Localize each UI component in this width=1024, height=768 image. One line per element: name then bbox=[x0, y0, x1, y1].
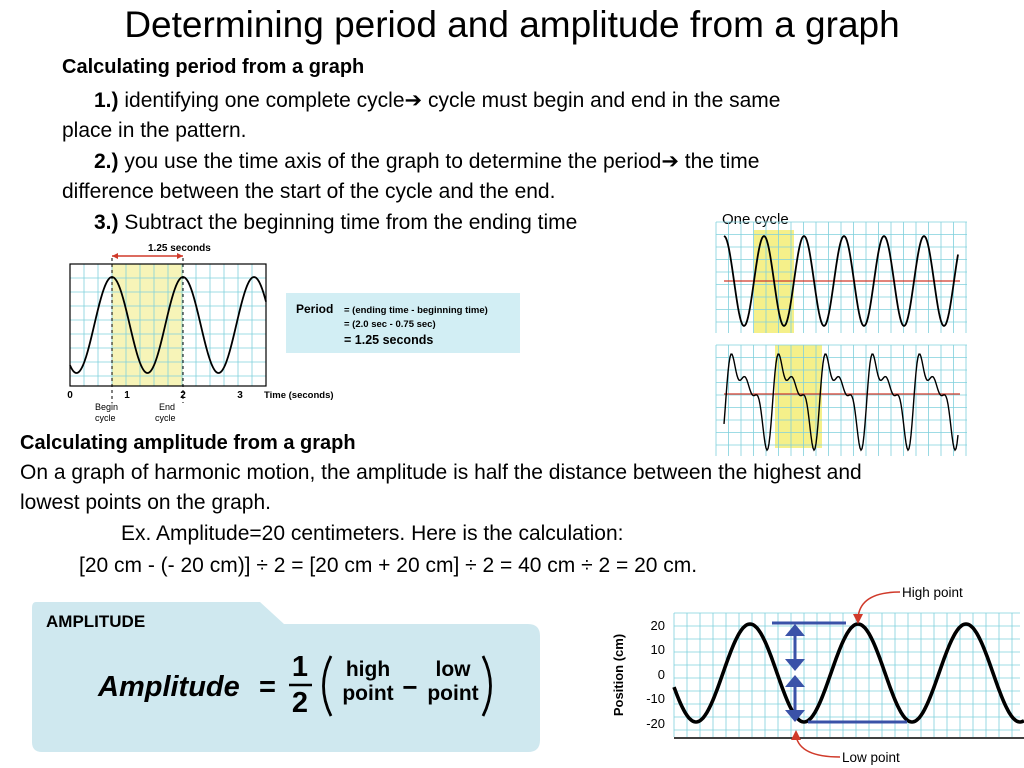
amplitude-card: AMPLITUDE Amplitude = 1 2 high point − l… bbox=[32, 602, 540, 752]
one-cycle-label: One cycle bbox=[722, 211, 789, 228]
lower-arrow-head-bottom bbox=[785, 710, 805, 722]
upper-arrow-head-top bbox=[785, 624, 805, 636]
amplitude-text-2: lowest points on the graph. bbox=[20, 491, 271, 514]
span-label: 1.25 seconds bbox=[148, 243, 211, 254]
fraction-denominator: 2 bbox=[292, 687, 308, 719]
position-ylabel: Position (cm) bbox=[611, 634, 626, 716]
step-2-number: 2.) bbox=[94, 150, 119, 173]
period-box-label: Period bbox=[296, 302, 334, 316]
step-1: 1.) identifying one complete cycle➔ cycl… bbox=[62, 86, 962, 146]
step-1-number: 1.) bbox=[94, 89, 119, 112]
cycle-highlight bbox=[112, 264, 183, 386]
ytick-20: 20 bbox=[651, 618, 665, 633]
tick-0: 0 bbox=[67, 390, 73, 401]
position-graph: High point Low point Position (cm) 20 10… bbox=[611, 585, 1024, 765]
ytick-minus10: -10 bbox=[646, 691, 665, 706]
step-1-line1: identifying one complete cycle➔ cycle mu… bbox=[118, 89, 781, 112]
step-2-line2: difference between the start of the cycl… bbox=[62, 180, 556, 203]
low-pointer-head bbox=[791, 730, 801, 740]
span-arrow-right-head bbox=[177, 253, 183, 259]
formula-equals: = bbox=[259, 671, 276, 703]
close-paren bbox=[481, 655, 492, 717]
low-point-label: Low point bbox=[842, 750, 900, 765]
amplitude-heading: Calculating amplitude from a graph bbox=[20, 432, 356, 454]
example-line: Ex. Amplitude=20 centimeters. Here is th… bbox=[121, 522, 624, 545]
upper-arrow-head-bottom bbox=[785, 659, 805, 671]
open-paren bbox=[322, 655, 333, 717]
card-shape bbox=[32, 602, 540, 752]
low-word: low bbox=[436, 658, 472, 681]
position-wave bbox=[672, 622, 1024, 724]
cycle-grids bbox=[715, 221, 967, 456]
complex-wave bbox=[723, 353, 959, 452]
step-1-line2: place in the pattern. bbox=[62, 119, 247, 142]
amplitude-text-1: On a graph of harmonic motion, the ampli… bbox=[20, 461, 862, 484]
period-heading: Calculating period from a graph bbox=[62, 56, 365, 78]
end-label-2: cycle bbox=[155, 413, 176, 423]
card-tab-label: AMPLITUDE bbox=[46, 612, 145, 631]
step-2: 2.) you use the time axis of the graph t… bbox=[62, 147, 962, 207]
period-box-line3: = 1.25 seconds bbox=[344, 333, 434, 347]
ytick-0: 0 bbox=[658, 667, 665, 682]
end-label-1: End bbox=[159, 402, 175, 412]
begin-label-1: Begin bbox=[95, 402, 118, 412]
ytick-10: 10 bbox=[651, 642, 665, 657]
period-frame bbox=[69, 263, 267, 387]
step-3: 3.) Subtract the beginning time from the… bbox=[62, 208, 762, 238]
formula-lhs: Amplitude bbox=[97, 671, 240, 703]
step-3-line1: Subtract the beginning time from the end… bbox=[118, 211, 578, 234]
high-point-label: High point bbox=[902, 585, 963, 600]
lower-arrow-head-top bbox=[785, 675, 805, 687]
step-2-line1: you use the time axis of the graph to de… bbox=[118, 150, 760, 173]
period-box-line1: = (ending time - beginning time) bbox=[344, 305, 488, 316]
step-3-number: 3.) bbox=[94, 211, 119, 234]
time-axis-label: Time (seconds) bbox=[264, 390, 334, 401]
period-box: Period = (ending time - beginning time) … bbox=[286, 293, 520, 353]
slide-title: Determining period and amplitude from a … bbox=[124, 4, 900, 45]
low-point-pointer bbox=[795, 735, 841, 758]
period-box-line2: = (2.0 sec - 0.75 sec) bbox=[344, 319, 436, 330]
cycle-graphs: One cycle bbox=[715, 211, 967, 456]
span-arrow-left-head bbox=[112, 253, 118, 259]
tick-1: 1 bbox=[124, 390, 130, 401]
cycle-highlight-bottom bbox=[775, 345, 822, 448]
high-word: high bbox=[346, 658, 390, 681]
high-point-pointer bbox=[857, 591, 901, 619]
period-wave bbox=[69, 276, 267, 374]
simple-wave bbox=[723, 234, 959, 328]
high-pointer-head bbox=[853, 614, 863, 624]
period-graph: 1.25 seconds 0 1 2 3 Time (seconds) Begi… bbox=[67, 243, 334, 423]
formula-minus: − bbox=[402, 672, 417, 702]
tick-2: 2 bbox=[180, 390, 186, 401]
low-point-word: point bbox=[427, 682, 478, 705]
tick-3: 3 bbox=[237, 390, 243, 401]
fraction-numerator: 1 bbox=[292, 651, 308, 683]
high-point-word: point bbox=[342, 682, 393, 705]
calc-line: [20 cm - (- 20 cm)] ÷ 2 = [20 cm + 20 cm… bbox=[79, 554, 698, 577]
begin-label-2: cycle bbox=[95, 413, 116, 423]
ytick-minus20: -20 bbox=[646, 716, 665, 731]
